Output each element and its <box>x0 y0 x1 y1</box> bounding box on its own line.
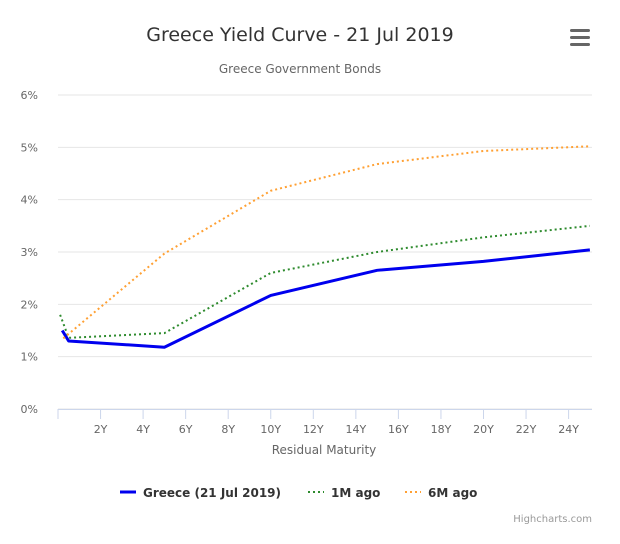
x-tick-label: 6Y <box>179 423 193 436</box>
chart-subtitle: Greece Government Bonds <box>219 62 381 76</box>
hamburger-menu-icon[interactable] <box>570 29 590 46</box>
legend-label: 6M ago <box>428 486 477 500</box>
series-line-2[interactable] <box>62 145 590 340</box>
y-tick-label: 5% <box>21 141 38 154</box>
x-tick-label: 18Y <box>431 423 452 436</box>
x-tick-label: 14Y <box>345 423 366 436</box>
x-tick-label: 22Y <box>516 423 537 436</box>
chart-title: Greece Yield Curve - 21 Jul 2019 <box>146 24 453 46</box>
x-tick-label: 20Y <box>473 423 494 436</box>
x-tick-label: 8Y <box>221 423 235 436</box>
x-tick-label: 24Y <box>558 423 579 436</box>
y-tick-label: 6% <box>21 89 38 102</box>
x-tick-label: 16Y <box>388 423 409 436</box>
legend-label: Greece (21 Jul 2019) <box>143 486 281 500</box>
y-tick-label: 4% <box>21 194 38 207</box>
x-tick-label: 12Y <box>303 423 324 436</box>
x-tick-label: 2Y <box>94 423 108 436</box>
y-tick-label: 3% <box>21 246 38 259</box>
legend-item-0[interactable]: Greece (21 Jul 2019) <box>120 486 281 500</box>
x-axis-title: Residual Maturity <box>272 443 377 457</box>
y-tick-label: 1% <box>21 351 38 364</box>
credits-link[interactable]: Highcharts.com <box>513 514 592 525</box>
x-tick-label: 10Y <box>260 423 281 436</box>
y-tick-label: 2% <box>21 298 38 311</box>
legend-item-2[interactable]: 6M ago <box>405 486 477 500</box>
legend-label: 1M ago <box>331 486 380 500</box>
legend-item-1[interactable]: 1M ago <box>308 486 380 500</box>
series-line-0[interactable] <box>60 248 591 349</box>
y-tick-label: 0% <box>21 403 38 416</box>
x-tick-label: 4Y <box>136 423 150 436</box>
